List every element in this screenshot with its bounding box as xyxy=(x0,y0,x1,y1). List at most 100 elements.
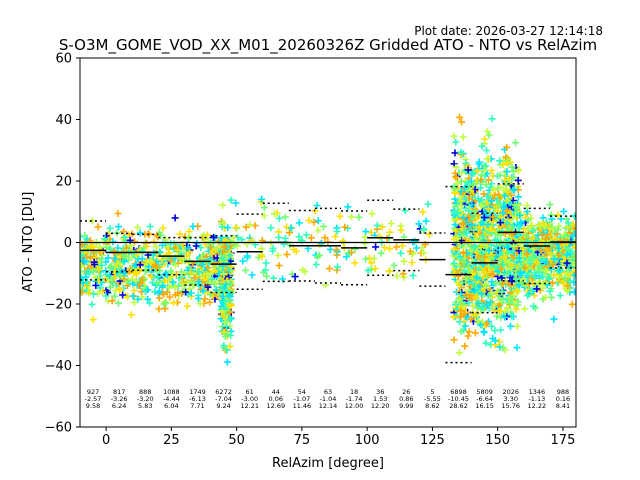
data-point xyxy=(571,239,576,247)
y-tick-label: −60 xyxy=(45,421,72,436)
data-point xyxy=(176,230,184,238)
data-point xyxy=(560,207,568,215)
data-point xyxy=(474,317,482,325)
bin-count-label: 1088 xyxy=(163,388,180,396)
x-tick-label: 50 xyxy=(228,433,245,448)
data-point xyxy=(490,306,498,314)
data-point xyxy=(509,247,517,255)
data-point xyxy=(555,222,563,230)
data-point xyxy=(464,166,472,174)
data-point xyxy=(127,311,135,319)
bin-mean-label: 3.30 xyxy=(503,395,517,403)
data-point xyxy=(406,248,414,255)
data-point xyxy=(174,289,182,297)
data-point xyxy=(144,295,152,303)
data-point xyxy=(542,293,549,301)
data-point xyxy=(331,233,339,240)
data-point xyxy=(108,297,116,305)
data-point xyxy=(260,212,268,220)
data-point xyxy=(199,287,207,295)
data-point xyxy=(144,286,152,294)
data-point xyxy=(160,300,168,308)
data-point xyxy=(482,162,490,170)
data-point xyxy=(180,256,188,264)
data-point xyxy=(523,202,531,210)
data-point xyxy=(457,177,465,185)
data-point xyxy=(263,272,271,280)
data-point xyxy=(387,220,395,227)
data-point xyxy=(274,252,282,259)
data-point xyxy=(227,314,235,322)
bin-count-label: 1346 xyxy=(529,388,546,396)
data-point xyxy=(155,294,163,302)
data-point xyxy=(409,272,417,280)
data-point xyxy=(104,288,111,296)
data-point xyxy=(219,219,227,227)
data-point xyxy=(468,190,476,198)
data-point xyxy=(530,302,537,310)
data-point xyxy=(134,224,142,231)
data-point xyxy=(413,244,420,252)
x-tick-label: 125 xyxy=(420,433,445,448)
data-point xyxy=(167,240,175,248)
data-point xyxy=(456,318,464,326)
data-point xyxy=(98,255,106,263)
data-point xyxy=(281,234,289,242)
data-point xyxy=(550,315,558,323)
data-point xyxy=(457,327,465,335)
data-point xyxy=(472,293,480,301)
data-point xyxy=(232,224,240,231)
data-point xyxy=(549,279,557,287)
data-point xyxy=(483,147,491,154)
data-point xyxy=(452,173,460,181)
data-point xyxy=(550,271,558,279)
data-point xyxy=(497,183,505,191)
data-point xyxy=(243,252,251,260)
bin-mean-label: -3.00 xyxy=(241,395,258,403)
data-point xyxy=(91,274,99,281)
data-point xyxy=(499,209,507,217)
data-point xyxy=(503,143,511,151)
data-point xyxy=(314,217,322,225)
data-point xyxy=(169,278,177,286)
bin-count-label: 1749 xyxy=(189,388,206,396)
data-point xyxy=(501,253,509,261)
data-point xyxy=(214,245,222,253)
data-point xyxy=(483,128,491,135)
data-point xyxy=(484,220,492,228)
data-point xyxy=(468,252,476,260)
data-point xyxy=(371,265,379,273)
data-point xyxy=(474,300,482,308)
data-point xyxy=(473,167,481,175)
data-point xyxy=(211,266,219,274)
data-point xyxy=(478,303,486,311)
data-point xyxy=(468,221,475,229)
data-point xyxy=(507,295,515,303)
data-point xyxy=(488,288,496,296)
data-point xyxy=(546,249,554,257)
data-point xyxy=(187,278,195,286)
data-point xyxy=(220,342,228,350)
data-point xyxy=(451,304,459,312)
data-point xyxy=(496,157,504,165)
data-point xyxy=(492,252,500,260)
data-point xyxy=(454,235,462,242)
data-point xyxy=(456,307,464,315)
data-point xyxy=(564,219,572,227)
data-point xyxy=(461,342,469,350)
data-point xyxy=(226,342,234,350)
data-point xyxy=(204,283,212,291)
data-point xyxy=(362,228,370,236)
data-point xyxy=(503,159,511,167)
data-point xyxy=(120,275,128,283)
data-point xyxy=(542,267,550,275)
bin-std-label: 28.62 xyxy=(449,402,468,410)
data-point xyxy=(239,257,247,265)
x-tick-label: 100 xyxy=(355,433,380,448)
data-point xyxy=(121,233,129,241)
bin-count-label: 44 xyxy=(272,388,280,396)
data-point xyxy=(102,292,110,300)
data-point xyxy=(570,272,576,279)
data-point xyxy=(494,200,502,208)
